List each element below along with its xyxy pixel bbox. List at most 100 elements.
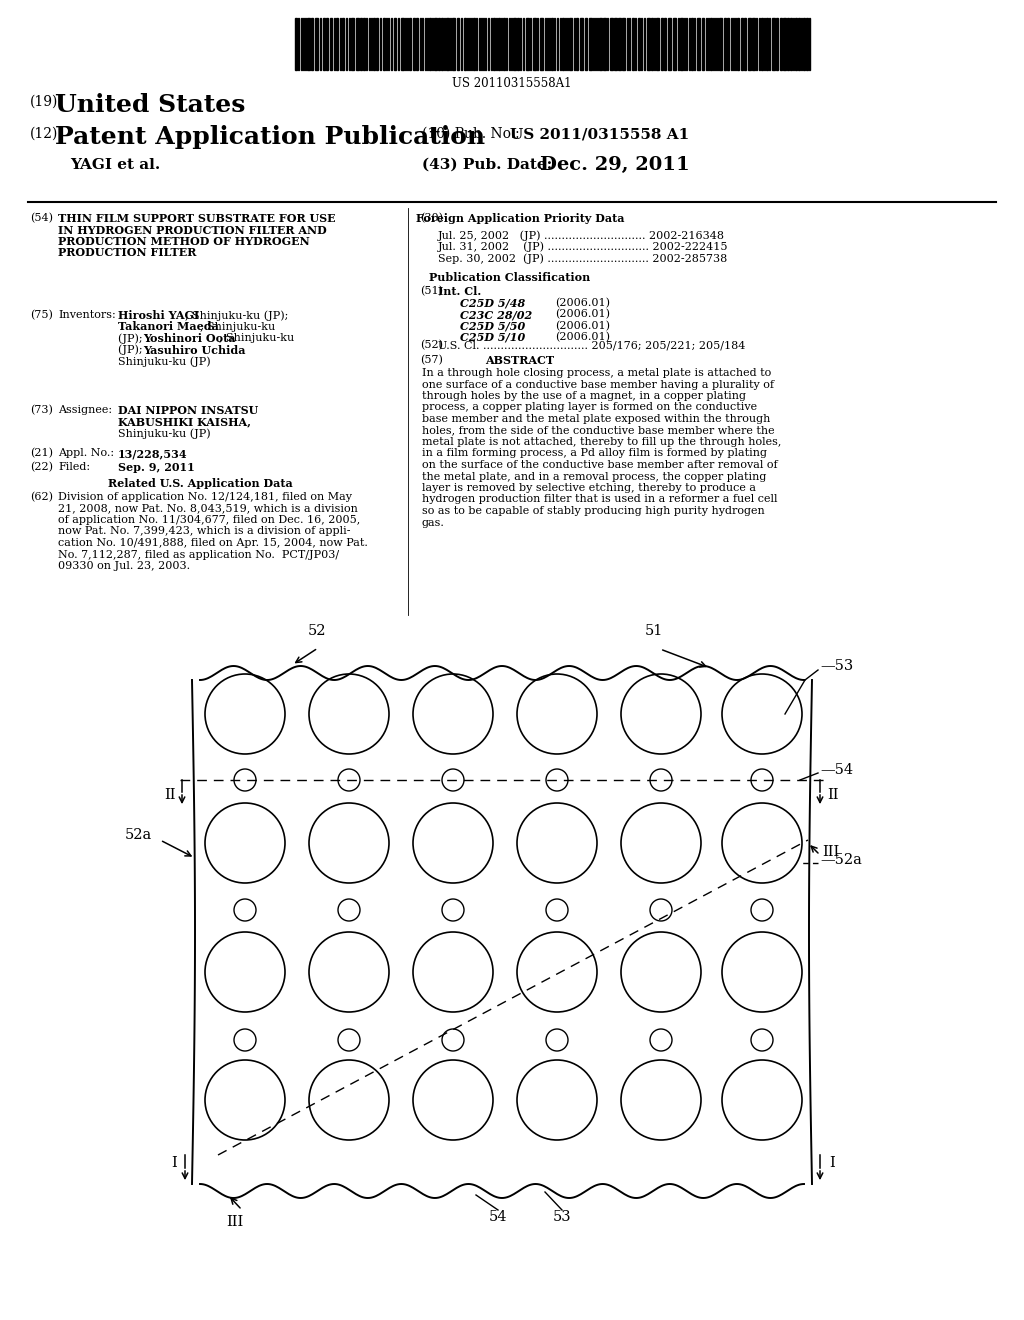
Bar [710,18,712,70]
Bar [737,18,739,70]
Text: (62): (62) [30,492,53,503]
Text: (57): (57) [420,355,442,366]
Text: Publication Classification: Publication Classification [429,272,591,282]
Bar [702,18,705,70]
Text: III: III [226,1214,244,1229]
Bar [719,18,722,70]
Text: DAI NIPPON INSATSU: DAI NIPPON INSATSU [118,405,258,416]
Text: I: I [829,1156,835,1170]
Bar [464,18,466,70]
Bar [724,18,726,70]
Text: 54: 54 [488,1210,507,1224]
Bar [342,18,344,70]
Bar [638,18,640,70]
Bar [589,18,592,70]
Bar [575,18,578,70]
Bar [673,18,676,70]
Bar [323,18,325,70]
Text: 53: 53 [553,1210,571,1224]
Text: Sep. 9, 2011: Sep. 9, 2011 [118,462,195,473]
Text: II: II [827,788,839,803]
Bar [614,18,617,70]
Bar [540,18,543,70]
Text: In a through hole closing process, a metal plate is attached to: In a through hole closing process, a met… [422,368,771,378]
Text: C25D 5/10: C25D 5/10 [460,333,525,343]
Text: Yasuhiro Uchida: Yasuhiro Uchida [143,345,246,355]
Text: (73): (73) [30,405,53,416]
Text: PRODUCTION METHOD OF HYDROGEN: PRODUCTION METHOD OF HYDROGEN [58,236,309,247]
Bar [457,18,459,70]
Text: (2006.01): (2006.01) [555,333,610,342]
Bar [534,18,536,70]
Text: (JP);: (JP); [118,345,146,355]
Bar [356,18,359,70]
Bar [394,18,396,70]
Bar [362,18,365,70]
Text: PRODUCTION FILTER: PRODUCTION FILTER [58,248,197,259]
Text: 09330 on Jul. 23, 2003.: 09330 on Jul. 23, 2003. [58,561,190,572]
Bar [446,18,449,70]
Bar [513,18,516,70]
Bar [416,18,418,70]
Bar [772,18,775,70]
Bar [562,18,564,70]
Text: (22): (22) [30,462,53,473]
Text: layer is removed by selective etching, thereby to produce a: layer is removed by selective etching, t… [422,483,756,492]
Text: (2006.01): (2006.01) [555,309,610,319]
Text: I: I [171,1156,177,1170]
Bar [741,18,743,70]
Text: Shinjuku-ku (JP): Shinjuku-ku (JP) [118,428,211,438]
Text: ABSTRACT: ABSTRACT [485,355,555,366]
Text: Int. Cl.: Int. Cl. [438,286,481,297]
Text: through holes by the use of a magnet, in a copper plating: through holes by the use of a magnet, in… [422,391,746,401]
Text: Patent Application Publication: Patent Application Publication [55,125,485,149]
Text: 52a: 52a [125,828,152,842]
Bar [373,18,375,70]
Text: (21): (21) [30,447,53,458]
Text: hydrogen production filter that is used in a reformer a fuel cell: hydrogen production filter that is used … [422,495,777,504]
Text: II: II [164,788,176,803]
Text: base member and the metal plate exposed within the through: base member and the metal plate exposed … [422,414,770,424]
Text: metal plate is not attached, thereby to fill up the through holes,: metal plate is not attached, thereby to … [422,437,781,447]
Text: (75): (75) [30,310,53,321]
Text: U.S. Cl. .............................. 205/176; 205/221; 205/184: U.S. Cl. .............................. … [438,341,745,350]
Text: YAGI et al.: YAGI et al. [70,158,160,172]
Bar [569,18,572,70]
Text: —52a: —52a [820,853,862,867]
Text: cation No. 10/491,888, filed on Apr. 15, 2004, now Pat.: cation No. 10/491,888, filed on Apr. 15,… [58,539,368,548]
Bar [517,18,519,70]
Text: Jul. 25, 2002   (JP) ............................. 2002-216348: Jul. 25, 2002 (JP) .....................… [438,230,725,240]
Bar [336,18,338,70]
Text: Shinjuku-ku (JP): Shinjuku-ku (JP) [118,356,211,367]
Bar [438,18,440,70]
Bar [351,18,354,70]
Bar [429,18,431,70]
Text: C25D 5/50: C25D 5/50 [460,321,525,331]
Bar [748,18,751,70]
Bar [783,18,786,70]
Text: IN HYDROGEN PRODUCTION FILTER AND: IN HYDROGEN PRODUCTION FILTER AND [58,224,327,235]
Bar [307,18,310,70]
Bar [622,18,625,70]
Bar [493,18,495,70]
Bar [434,18,437,70]
Bar [326,18,328,70]
Bar [752,18,755,70]
Text: Sep. 30, 2002  (JP) ............................. 2002-285738: Sep. 30, 2002 (JP) .....................… [438,253,727,264]
Text: (30): (30) [420,213,443,223]
Text: C23C 28/02: C23C 28/02 [460,309,532,319]
Bar [311,18,313,70]
Text: (51): (51) [420,286,443,296]
Text: —54: —54 [820,763,853,777]
Bar [551,18,553,70]
Bar [632,18,634,70]
Bar [656,18,659,70]
Bar [526,18,529,70]
Text: Hiroshi YAGI: Hiroshi YAGI [118,310,200,321]
Text: on the surface of the conductive base member after removal of: on the surface of the conductive base me… [422,459,777,470]
Bar [787,18,790,70]
Bar [697,18,700,70]
Text: process, a copper plating layer is formed on the conductive: process, a copper plating layer is forme… [422,403,757,412]
Text: , Shinjuku-ku: , Shinjuku-ku [200,322,275,331]
Text: in a film forming process, a Pd alloy film is formed by plating: in a film forming process, a Pd alloy fi… [422,449,767,458]
